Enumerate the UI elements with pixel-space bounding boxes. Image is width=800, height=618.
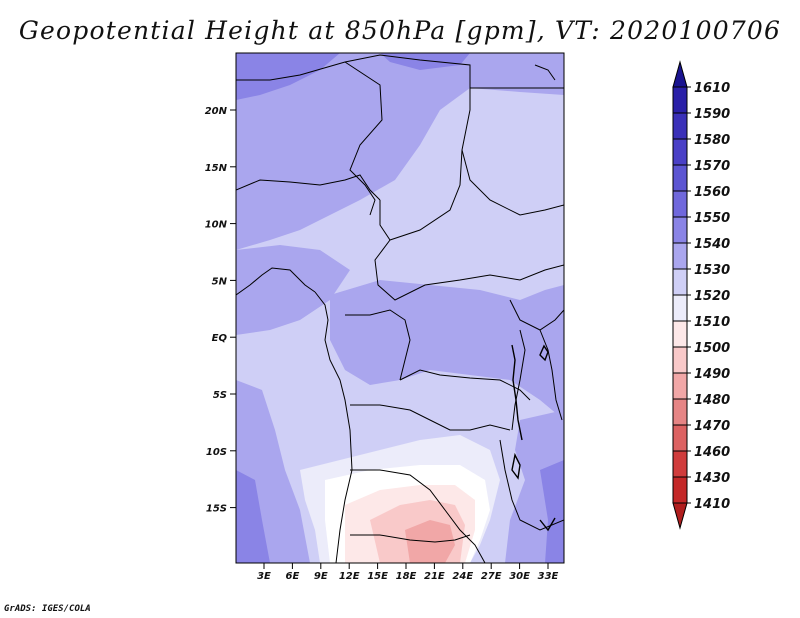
lat-label: 15S (206, 504, 227, 515)
lon-label: 3E (257, 571, 271, 582)
colorbar-label: 1580 (694, 133, 730, 148)
lon-label: 15E (367, 571, 388, 582)
colorbar-label: 1550 (694, 211, 730, 226)
lon-label: 33E (538, 571, 559, 582)
colorbar-label: 1510 (694, 315, 730, 330)
map-title: Geopotential Height at 850hPa [gpm], VT:… (18, 16, 782, 45)
colorbar-label: 1480 (694, 393, 730, 408)
colorbar-box (672, 424, 688, 452)
lon-label: 30E (509, 571, 530, 582)
colorbar-label: 1470 (694, 419, 730, 434)
country-borders (236, 54, 564, 563)
colorbar-box (672, 242, 688, 270)
colorbar-label: 1410 (694, 497, 730, 512)
colorbar-label: 1430 (694, 471, 730, 486)
longitude-axis: 3E 6E 9E 12E 15E 18E 21E 24E 27E 30E 33E (257, 563, 559, 582)
colorbar-label: 1530 (694, 263, 730, 278)
lat-label: 10N (205, 220, 228, 231)
lat-label: EQ (212, 333, 228, 344)
colorbar-label: 1490 (694, 367, 730, 382)
colorbar-box (672, 450, 688, 478)
lat-label: 15N (205, 163, 228, 174)
lon-label: 18E (396, 571, 417, 582)
colorbar-box (672, 294, 688, 322)
colorbar-box (672, 268, 688, 296)
colorbar-top-triangle (672, 60, 688, 88)
lakes (511, 344, 556, 532)
colorbar-box (672, 164, 688, 192)
colorbar-box (672, 372, 688, 400)
lat-label: 5N (212, 276, 228, 287)
colorbar-box (672, 216, 688, 244)
lat-label: 10S (206, 447, 227, 458)
colorbar-label: 1560 (694, 185, 730, 200)
colorbar-box (672, 112, 688, 140)
colorbar-label: 1540 (694, 237, 730, 252)
height-field (236, 53, 564, 563)
colorbar-box (672, 86, 688, 114)
colorbar-label: 1590 (694, 107, 730, 122)
colorbar-label: 1460 (694, 445, 730, 460)
colorbar-label: 1500 (694, 341, 730, 356)
colorbar-label: 1610 (694, 81, 730, 96)
latitude-axis: 20N 15N 10N 5N EQ 5S 10S 15S (205, 106, 236, 515)
colorbar-label: 1520 (694, 289, 730, 304)
lon-label: 6E (286, 571, 300, 582)
colorbar-box (672, 346, 688, 374)
map-frame (235, 52, 565, 564)
credit-label: GrADS: IGES/COLA (4, 604, 91, 614)
lat-label: 5S (213, 390, 227, 401)
lon-label: 27E (481, 571, 502, 582)
colorbar-box (672, 190, 688, 218)
colorbar-label: 1570 (694, 159, 730, 174)
lon-label: 21E (424, 571, 445, 582)
colorbar-box (672, 138, 688, 166)
colorbar-bottom-triangle (672, 502, 688, 530)
colorbar-box (672, 320, 688, 348)
colorbar: 1610 1590 1580 1570 1560 1550 1540 1530 1520 1510… (672, 60, 730, 530)
lon-label: 24E (452, 571, 473, 582)
colorbar-box (672, 476, 688, 504)
lat-label: 20N (205, 106, 228, 117)
lon-label: 12E (339, 571, 360, 582)
colorbar-box (672, 398, 688, 426)
lon-label: 9E (314, 571, 328, 582)
